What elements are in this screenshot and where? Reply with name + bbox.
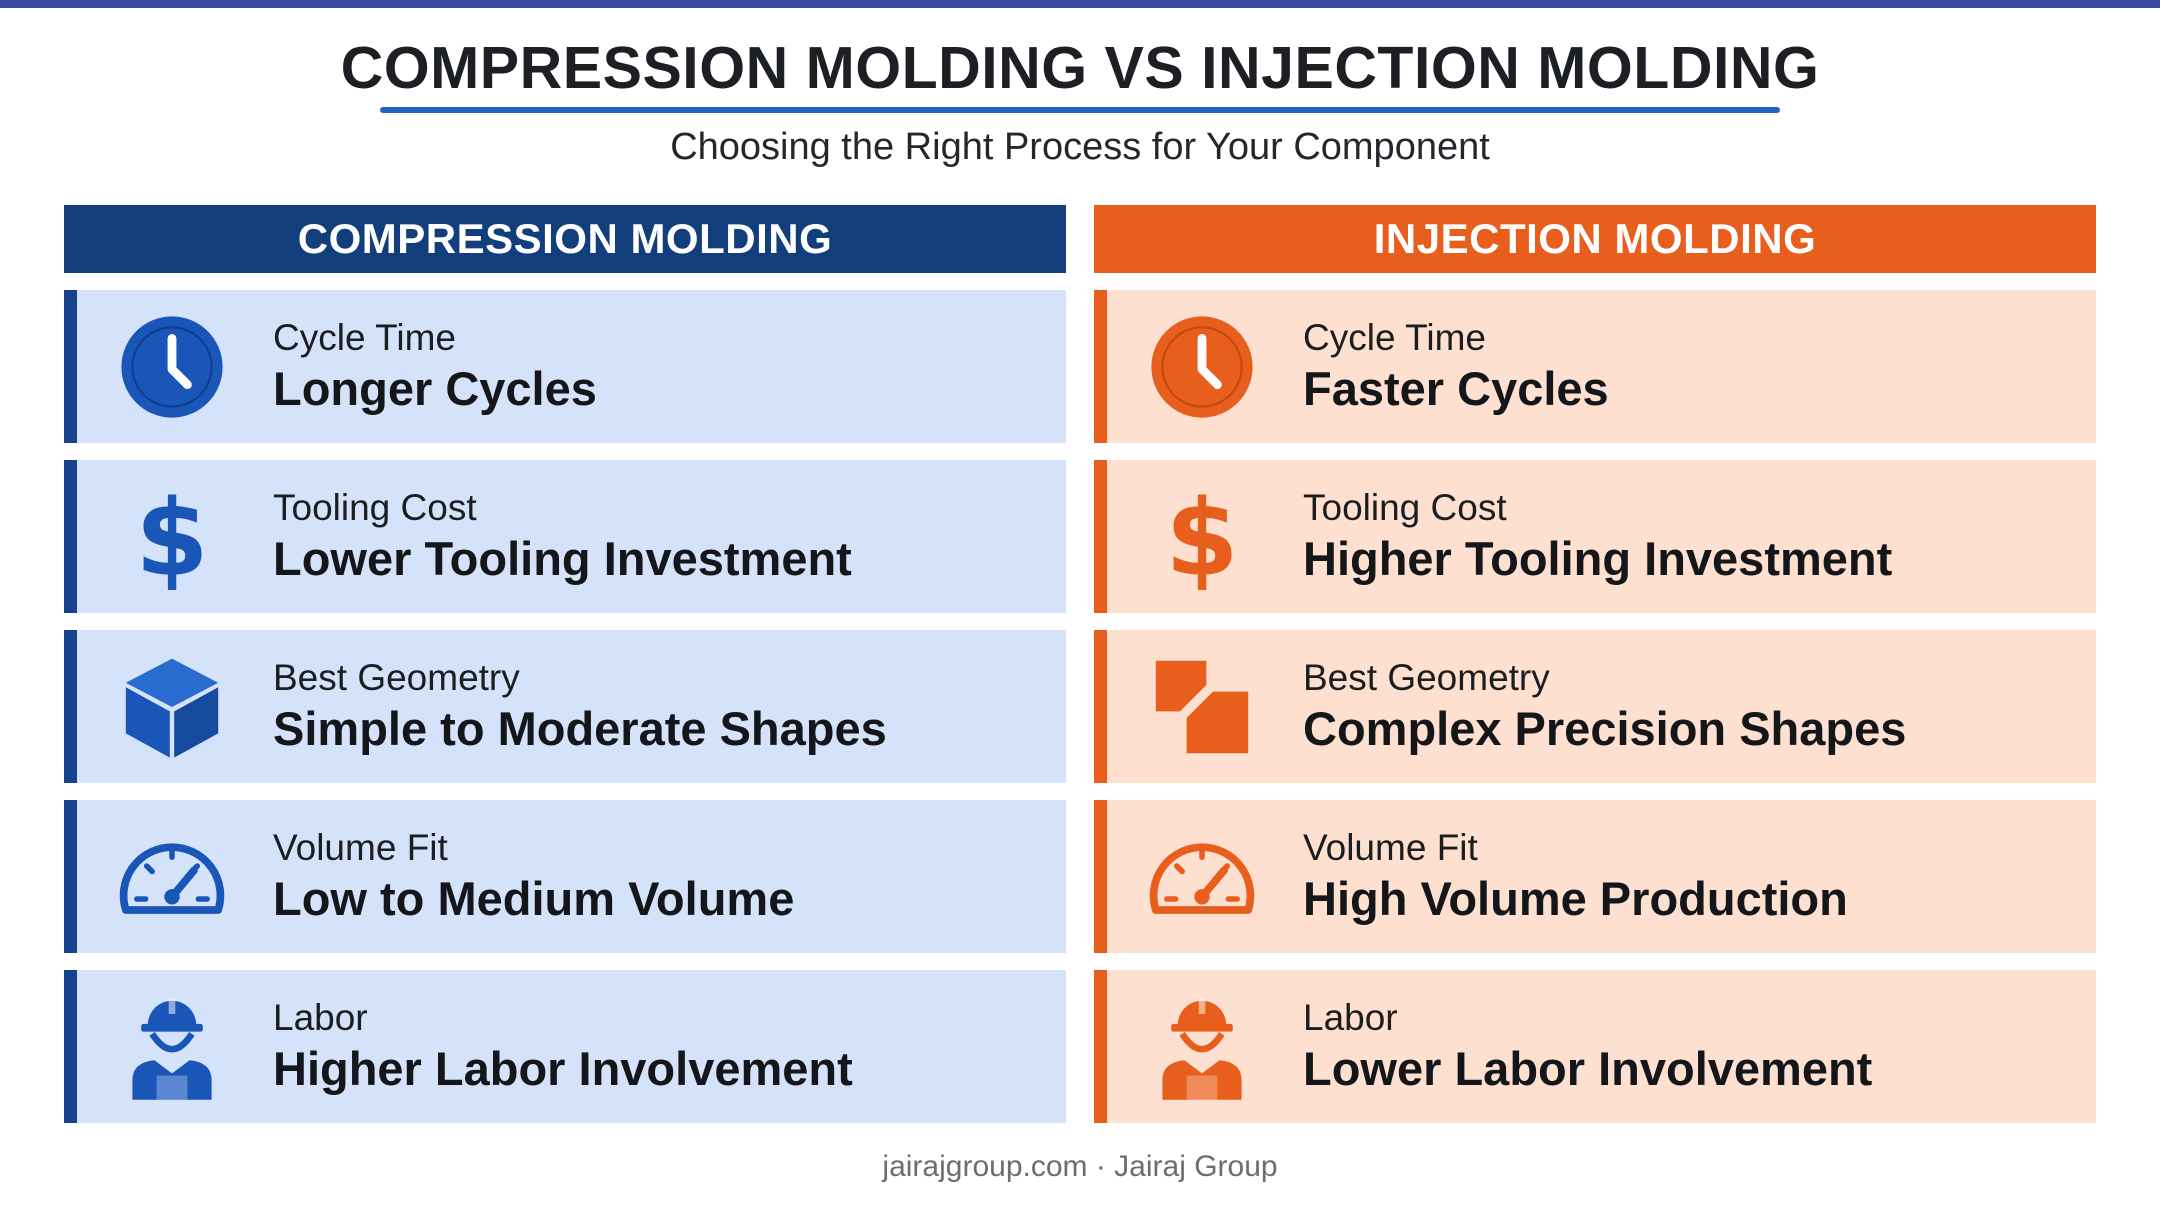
row-value: Faster Cycles [1303, 361, 1609, 415]
row-label: Tooling Cost [1303, 486, 1507, 528]
gauge-icon [1147, 822, 1257, 932]
injection-row-labor: Labor Lower Labor Involvement [1094, 970, 2096, 1123]
row-value: High Volume Production [1303, 871, 1848, 925]
row-accent [1094, 290, 1107, 443]
row-accent [64, 970, 77, 1123]
row-value: Higher Tooling Investment [1303, 531, 1893, 585]
row-value: Higher Labor Involvement [273, 1041, 853, 1095]
compression-row-volume-fit: Volume Fit Low to Medium Volume [64, 800, 1066, 953]
dollar-icon: $ [117, 482, 227, 592]
injection-row-cycle-time: Cycle Time Faster Cycles [1094, 290, 2096, 443]
injection-row-volume-fit: Volume Fit High Volume Production [1094, 800, 2096, 953]
compression-row-tooling-cost: $ Tooling Cost Lower Tooling Investment [64, 460, 1066, 613]
row-label: Cycle Time [273, 316, 456, 358]
compression-row-labor: Labor Higher Labor Involvement [64, 970, 1066, 1123]
row-label: Volume Fit [1303, 826, 1478, 868]
row-label: Labor [1303, 996, 1398, 1038]
row-accent [64, 290, 77, 443]
row-value: Simple to Moderate Shapes [273, 701, 887, 755]
clock-icon [1147, 312, 1257, 422]
row-value: Lower Labor Involvement [1303, 1041, 1873, 1095]
row-label: Labor [273, 996, 368, 1038]
compression-row-cycle-time: Cycle Time Longer Cycles [64, 290, 1066, 443]
worker-icon [1147, 992, 1257, 1102]
svg-text:$: $ [1165, 482, 1238, 592]
row-label: Tooling Cost [273, 486, 477, 528]
dollar-icon: $ [1147, 482, 1257, 592]
injection-header: INJECTION MOLDING [1094, 205, 2096, 273]
worker-icon [117, 992, 227, 1102]
gauge-icon [117, 822, 227, 932]
clock-icon [117, 312, 227, 422]
complex-shapes-icon [1147, 652, 1257, 762]
compression-column: COMPRESSION MOLDING Cycle Time Longer Cy… [64, 205, 1066, 1140]
injection-column: INJECTION MOLDING Cycle Time Faster Cycl… [1094, 205, 2096, 1140]
compression-header: COMPRESSION MOLDING [64, 205, 1066, 273]
row-accent [64, 800, 77, 953]
page-subtitle: Choosing the Right Process for Your Comp… [670, 126, 1490, 168]
row-accent [64, 460, 77, 613]
row-label: Best Geometry [273, 656, 520, 698]
top-accent-bar [0, 0, 2160, 8]
row-accent [64, 630, 77, 783]
title-underline [380, 107, 1780, 113]
injection-row-tooling-cost: $ Tooling Cost Higher Tooling Investment [1094, 460, 2096, 613]
row-value: Complex Precision Shapes [1303, 701, 1907, 755]
row-accent [1094, 460, 1107, 613]
row-label: Cycle Time [1303, 316, 1486, 358]
footer-credit: jairajgroup.com · Jairaj Group [882, 1150, 1278, 1183]
row-accent [1094, 630, 1107, 783]
row-label: Volume Fit [273, 826, 448, 868]
page-title: COMPRESSION MOLDING VS INJECTION MOLDING [340, 35, 1820, 101]
compression-row-best-geometry: Best Geometry Simple to Moderate Shapes [64, 630, 1066, 783]
row-value: Longer Cycles [273, 361, 597, 415]
row-accent [1094, 970, 1107, 1123]
row-value: Low to Medium Volume [273, 871, 795, 925]
row-label: Best Geometry [1303, 656, 1550, 698]
cube-icon [117, 652, 227, 762]
row-value: Lower Tooling Investment [273, 531, 852, 585]
svg-text:$: $ [135, 482, 208, 592]
injection-row-best-geometry: Best Geometry Complex Precision Shapes [1094, 630, 2096, 783]
row-accent [1094, 800, 1107, 953]
